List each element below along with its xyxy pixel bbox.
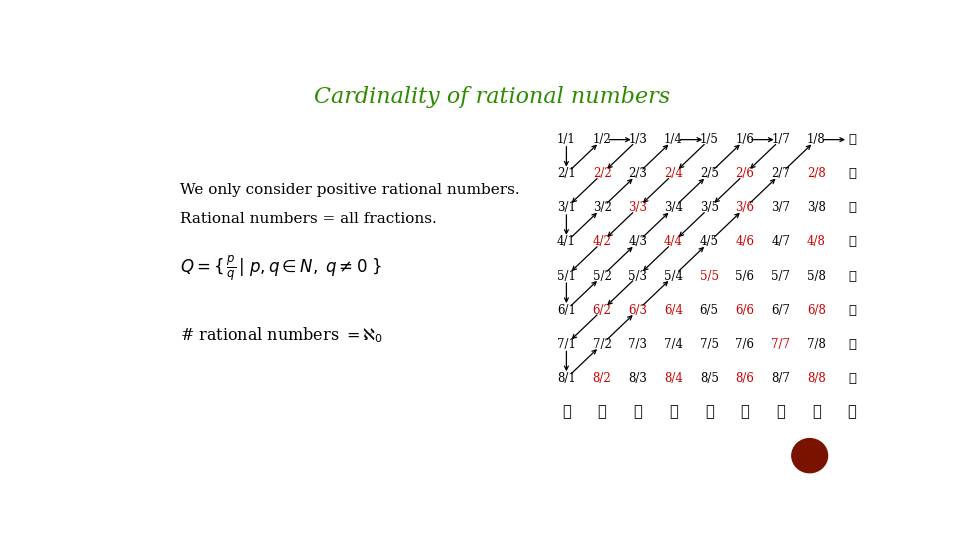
Text: 8/6: 8/6 — [735, 372, 755, 385]
Text: We only consider positive rational numbers.: We only consider positive rational numbe… — [180, 183, 519, 197]
Text: 8/2: 8/2 — [592, 372, 612, 385]
Text: ⋮: ⋮ — [562, 406, 571, 420]
Text: Cardinality of rational numbers: Cardinality of rational numbers — [314, 85, 670, 107]
Text: 7/5: 7/5 — [700, 338, 719, 350]
Ellipse shape — [792, 438, 828, 472]
Text: 1/4: 1/4 — [664, 133, 683, 146]
Text: 8/1: 8/1 — [557, 372, 576, 385]
Text: 8/5: 8/5 — [700, 372, 719, 385]
Text: 5/1: 5/1 — [557, 269, 576, 282]
Text: ⋮: ⋮ — [740, 406, 750, 420]
Text: 5/2: 5/2 — [592, 269, 612, 282]
Text: 4/3: 4/3 — [629, 235, 647, 248]
Text: 7/7: 7/7 — [771, 338, 790, 350]
Text: # rational numbers $= \aleph_0$: # rational numbers $= \aleph_0$ — [180, 325, 383, 345]
Text: 4/7: 4/7 — [771, 235, 790, 248]
Text: 6/8: 6/8 — [807, 303, 826, 316]
Text: 4/5: 4/5 — [700, 235, 719, 248]
Text: 5/3: 5/3 — [629, 269, 647, 282]
Text: 8/8: 8/8 — [807, 372, 826, 385]
Text: ⋱: ⋱ — [848, 406, 856, 420]
Text: 3/3: 3/3 — [629, 201, 647, 214]
Text: 6/7: 6/7 — [771, 303, 790, 316]
Text: 1/7: 1/7 — [771, 133, 790, 146]
Text: 3/2: 3/2 — [592, 201, 612, 214]
Text: 1/5: 1/5 — [700, 133, 719, 146]
Text: 3/6: 3/6 — [735, 201, 755, 214]
Text: 6/3: 6/3 — [629, 303, 647, 316]
Text: 1/8: 1/8 — [807, 133, 826, 146]
Text: 6/2: 6/2 — [592, 303, 612, 316]
Text: ⋮: ⋮ — [634, 406, 642, 420]
Text: 6/5: 6/5 — [700, 303, 719, 316]
Text: 3/7: 3/7 — [771, 201, 790, 214]
Text: 6/6: 6/6 — [735, 303, 755, 316]
Text: 4/8: 4/8 — [807, 235, 826, 248]
Text: 8/3: 8/3 — [629, 372, 647, 385]
Text: 3/8: 3/8 — [807, 201, 826, 214]
Text: 2/1: 2/1 — [557, 167, 576, 180]
Text: 4/2: 4/2 — [592, 235, 612, 248]
Text: 1/1: 1/1 — [557, 133, 576, 146]
Text: 5/6: 5/6 — [735, 269, 755, 282]
Text: ⋮: ⋮ — [669, 406, 678, 420]
Text: 4/6: 4/6 — [735, 235, 755, 248]
Text: 2/6: 2/6 — [735, 167, 755, 180]
Text: 1/3: 1/3 — [629, 133, 647, 146]
Text: 7/8: 7/8 — [807, 338, 826, 350]
Text: 8/4: 8/4 — [664, 372, 683, 385]
Text: ⋯: ⋯ — [848, 338, 856, 350]
Text: ⋯: ⋯ — [848, 303, 856, 316]
Text: 6/1: 6/1 — [557, 303, 576, 316]
Text: 8/7: 8/7 — [771, 372, 790, 385]
Text: 7/4: 7/4 — [664, 338, 683, 350]
Text: 5/8: 5/8 — [807, 269, 826, 282]
Text: 2/4: 2/4 — [664, 167, 683, 180]
Text: ⋯: ⋯ — [848, 235, 856, 248]
Text: 5/4: 5/4 — [664, 269, 683, 282]
Text: 2/7: 2/7 — [771, 167, 790, 180]
Text: 5/5: 5/5 — [700, 269, 719, 282]
Text: ⋯: ⋯ — [848, 167, 856, 180]
Text: 2/2: 2/2 — [592, 167, 612, 180]
Text: 7/6: 7/6 — [735, 338, 755, 350]
Text: Rational numbers = all fractions.: Rational numbers = all fractions. — [180, 212, 436, 226]
Text: 3/1: 3/1 — [557, 201, 576, 214]
Text: 3/4: 3/4 — [664, 201, 683, 214]
Text: ⋯: ⋯ — [848, 201, 856, 214]
Text: ⋮: ⋮ — [598, 406, 607, 420]
Text: 6/4: 6/4 — [664, 303, 683, 316]
Text: ⋮: ⋮ — [777, 406, 785, 420]
Text: ⋮: ⋮ — [705, 406, 713, 420]
Text: 7/1: 7/1 — [557, 338, 576, 350]
Text: 5/7: 5/7 — [771, 269, 790, 282]
Text: 4/4: 4/4 — [664, 235, 683, 248]
Text: 2/3: 2/3 — [629, 167, 647, 180]
Text: 1/6: 1/6 — [735, 133, 755, 146]
Text: 4/1: 4/1 — [557, 235, 576, 248]
Text: ⋯: ⋯ — [848, 269, 856, 282]
Text: 7/2: 7/2 — [592, 338, 612, 350]
Text: 2/5: 2/5 — [700, 167, 719, 180]
Text: 1/2: 1/2 — [592, 133, 612, 146]
Text: ⋯: ⋯ — [848, 372, 856, 385]
Text: ⋯: ⋯ — [848, 133, 856, 146]
Text: ⋮: ⋮ — [812, 406, 821, 420]
Text: 7/3: 7/3 — [629, 338, 647, 350]
Text: 3/5: 3/5 — [700, 201, 719, 214]
Text: $Q = \{\,\frac{p}{q}\,|\; p, q \in N,\; q \neq 0\;\}$: $Q = \{\,\frac{p}{q}\,|\; p, q \in N,\; … — [180, 254, 381, 283]
Text: 2/8: 2/8 — [807, 167, 826, 180]
